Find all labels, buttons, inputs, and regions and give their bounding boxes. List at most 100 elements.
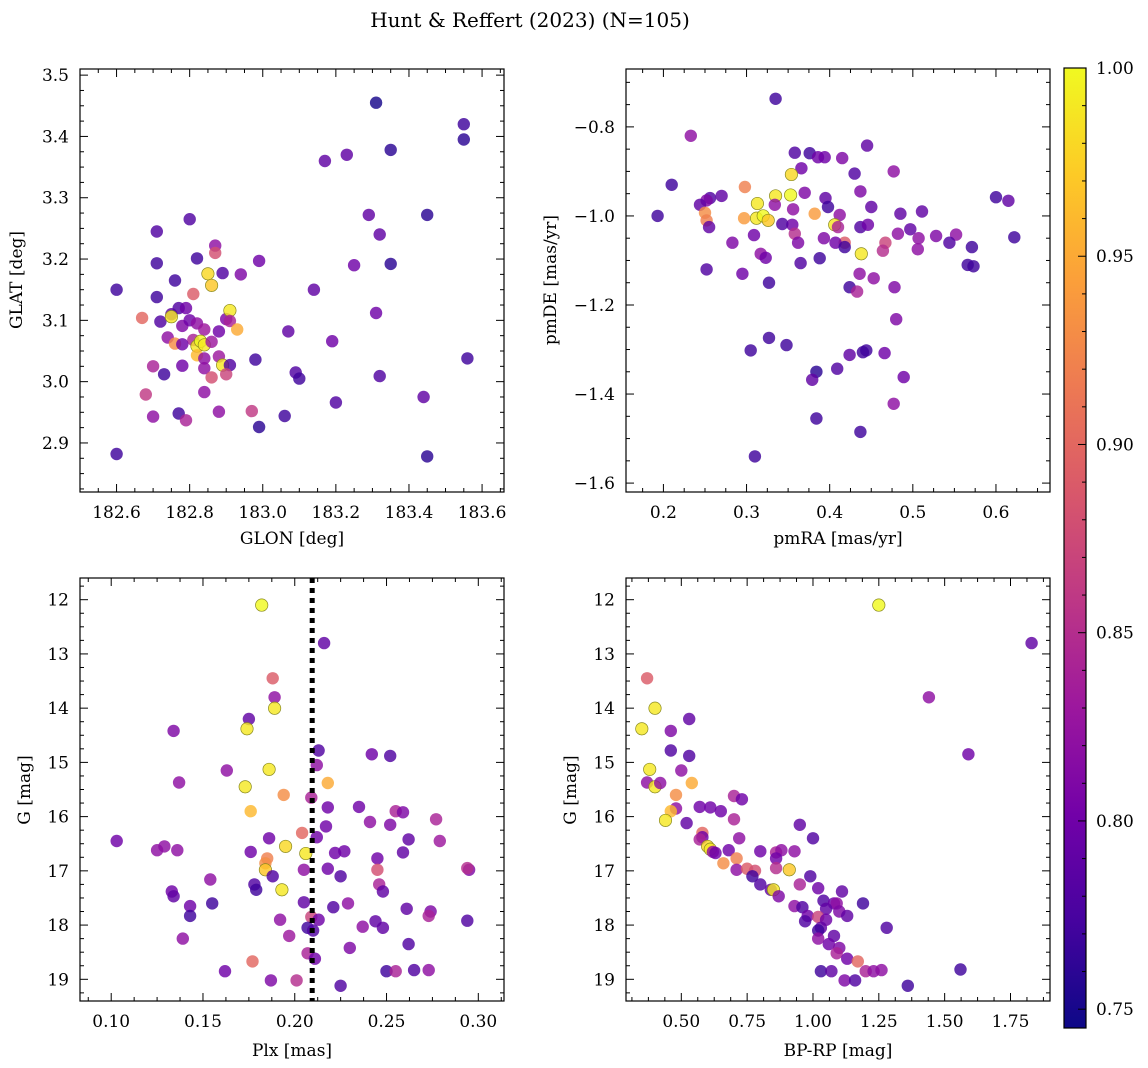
proper-motion-point	[865, 200, 878, 214]
color-magnitude-point	[680, 816, 693, 830]
position-point	[201, 267, 215, 281]
parallax-magnitude-point	[273, 913, 287, 926]
proper-motion-point	[887, 165, 900, 178]
position-point	[340, 148, 353, 161]
color-magnitude-point	[658, 813, 673, 827]
color-magnitude-x-tick-label: 1.00	[794, 1012, 832, 1032]
proper-motion-x-tick-label: 0.3	[733, 503, 760, 523]
color-magnitude-point	[901, 979, 914, 992]
position-point	[216, 266, 229, 280]
parallax-magnitude-point	[321, 862, 334, 875]
color-magnitude-point	[812, 882, 825, 895]
color-magnitude-y-tick-label: 13	[593, 645, 615, 665]
proper-motion-point	[726, 236, 739, 249]
proper-motion-x-tick-label: 0.6	[982, 503, 1009, 523]
position-point	[384, 257, 397, 271]
parallax-magnitude-point	[171, 844, 184, 857]
position-point	[249, 353, 262, 366]
proper-motion-point	[878, 346, 891, 360]
color-magnitude-point	[962, 748, 975, 761]
parallax-magnitude-point	[312, 913, 325, 926]
parallax-magnitude-point	[150, 844, 164, 857]
proper-motion-point	[854, 425, 867, 439]
parallax-magnitude-point	[167, 724, 180, 738]
parallax-magnitude-ylabel: G [mag]	[15, 755, 35, 824]
position-point	[461, 352, 474, 365]
position-point	[154, 315, 167, 328]
proper-motion-point	[651, 209, 664, 223]
proper-motion-point	[784, 188, 798, 202]
colorbar-ticks: 0.75 0.80 0.85 0.90 0.95 1.00	[1078, 59, 1134, 1020]
colorbar: 0.75 0.80 0.85 0.90 0.95 1.00	[1063, 59, 1134, 1029]
parallax-magnitude-point	[110, 834, 123, 848]
position-y-tick-label: 3.3	[42, 189, 69, 209]
color-magnitude-point	[822, 937, 835, 951]
proper-motion-point	[776, 217, 789, 231]
color-magnitude-point	[635, 722, 649, 736]
proper-motion-point	[854, 247, 868, 261]
parallax-magnitude-point	[321, 801, 334, 814]
parallax-magnitude-point	[376, 921, 390, 934]
panel-parallax-magnitude: 0.10 0.15 0.20 0.25 0.30 12 13 14 15 16 17 18 19 Plx…	[15, 577, 505, 1061]
position-point	[135, 311, 149, 325]
colorbar-fill	[1064, 68, 1086, 1028]
proper-motion-y-tick-label: −1.2	[574, 296, 615, 316]
color-magnitude-x-tick-label: 0.75	[728, 1012, 766, 1032]
parallax-magnitude-point	[220, 764, 233, 777]
position-point	[245, 404, 258, 418]
parallax-magnitude-point	[262, 832, 276, 845]
proper-motion-point	[967, 260, 980, 273]
parallax-magnitude-point	[238, 780, 252, 794]
proper-motion-point	[912, 232, 925, 245]
parallax-magnitude-point	[317, 636, 331, 650]
position-point	[252, 254, 266, 268]
color-magnitude-point	[669, 788, 683, 802]
position-y-tick-label: 3.5	[42, 66, 69, 86]
parallax-magnitude-point	[218, 965, 232, 978]
position-point	[373, 228, 386, 241]
position-point	[146, 410, 160, 423]
color-magnitude-point	[875, 963, 888, 977]
parallax-magnitude-point	[172, 776, 186, 789]
color-magnitude-point	[683, 712, 696, 726]
position-x-tick-label: 182.8	[165, 503, 214, 523]
parallax-magnitude-point	[206, 897, 219, 910]
position-point	[369, 306, 383, 320]
color-magnitude-point	[754, 845, 767, 858]
color-magnitude-x-tick-label: 1.75	[992, 1012, 1030, 1032]
parallax-magnitude-point	[343, 941, 356, 955]
color-magnitude-point	[730, 852, 743, 865]
proper-motion-point	[808, 207, 821, 220]
color-magnitude-y-tick-label: 19	[593, 970, 615, 990]
color-magnitude-point	[730, 863, 743, 876]
color-magnitude-point	[851, 955, 864, 968]
proper-motion-point	[894, 207, 907, 220]
proper-motion-point	[798, 186, 811, 199]
proper-motion-point	[748, 450, 762, 463]
position-point	[205, 371, 218, 384]
proper-motion-point	[867, 272, 880, 285]
colorbar-tick-label: 0.85	[1096, 624, 1134, 644]
parallax-magnitude-point	[250, 883, 263, 896]
colorbar-tick-label: 1.00	[1096, 59, 1134, 79]
color-magnitude-point	[848, 974, 862, 987]
proper-motion-point	[744, 344, 757, 357]
position-point	[278, 409, 291, 423]
color-magnitude-point	[727, 813, 741, 826]
proper-motion-xlabel: pmRA [mas/yr]	[773, 529, 902, 549]
proper-motion-point	[836, 151, 849, 165]
proper-motion-point	[806, 373, 819, 386]
proper-motion-point	[853, 267, 866, 280]
parallax-magnitude-point	[264, 974, 278, 987]
proper-motion-point	[762, 331, 776, 345]
proper-motion-point	[813, 252, 826, 265]
proper-motion-point	[891, 227, 905, 240]
color-magnitude-point	[825, 965, 838, 978]
color-magnitude-point	[872, 598, 886, 612]
proper-motion-point	[665, 178, 678, 191]
proper-motion-point	[747, 228, 761, 242]
parallax-magnitude-points	[110, 598, 476, 992]
position-point	[176, 338, 189, 351]
parallax-magnitude-point	[407, 963, 421, 977]
